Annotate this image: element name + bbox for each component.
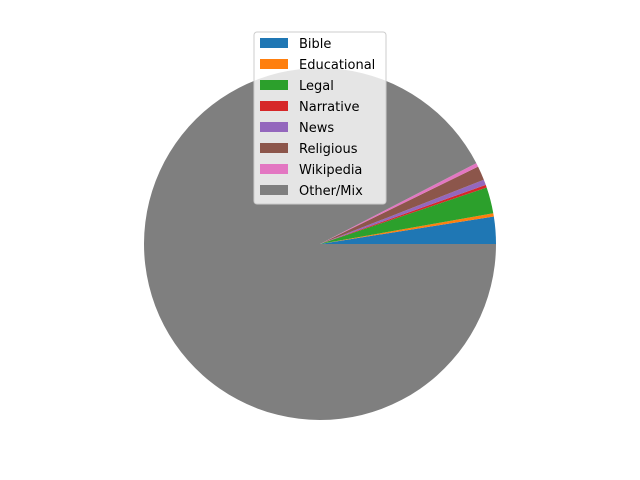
pie-slice-bible xyxy=(320,216,496,244)
pie-slice-legal xyxy=(320,187,494,244)
pie-slice-religious xyxy=(320,166,484,244)
legend-swatch-educational xyxy=(260,59,288,69)
legend-label-narrative: Narrative xyxy=(299,100,360,115)
legend-label-news: News xyxy=(299,121,334,136)
pie-slices xyxy=(144,68,497,421)
legend-swatch-news xyxy=(260,122,288,132)
legend-swatch-wikipedia xyxy=(260,164,288,174)
legend-swatch-other-mix xyxy=(260,185,288,195)
pie-slice-wikipedia xyxy=(320,163,479,244)
legend-label-other-mix: Other/Mix xyxy=(299,184,363,199)
legend: Bible Educational Legal Narrative News Religi… xyxy=(253,31,387,205)
legend-items: Bible Educational Legal Narrative News Religi… xyxy=(260,37,375,199)
legend-label-religious: Religious xyxy=(299,142,358,157)
legend-swatch-bible xyxy=(260,38,288,48)
pie-slice-educational xyxy=(320,213,494,244)
legend-swatch-religious xyxy=(260,143,288,153)
pie-slice-other-mix xyxy=(144,68,497,421)
legend-label-educational: Educational xyxy=(299,58,375,73)
pie-slice-narrative xyxy=(320,184,487,244)
legend-frame xyxy=(253,31,387,205)
legend-label-legal: Legal xyxy=(299,79,334,94)
legend-swatch-narrative xyxy=(260,101,288,111)
pie-slice-news xyxy=(320,179,486,244)
legend-label-wikipedia: Wikipedia xyxy=(299,163,362,178)
legend-label-bible: Bible xyxy=(299,37,331,52)
legend-swatch-legal xyxy=(260,80,288,90)
